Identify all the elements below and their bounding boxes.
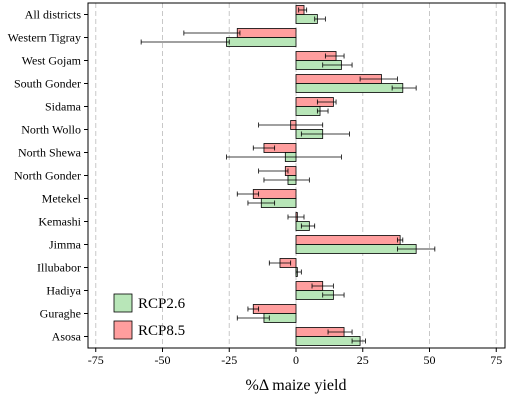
bar-rcp85 [252, 189, 297, 199]
x-tick-label: 25 [357, 353, 369, 367]
legend-swatch-rcp85 [113, 320, 133, 340]
x-tick-label: 50 [424, 353, 436, 367]
x-axis-title: %Δ maize yield [246, 377, 347, 394]
category-label: Jimma [49, 238, 82, 252]
category-label: Kemashi [38, 215, 81, 229]
category-label: Hadiya [46, 284, 81, 298]
bar-rcp85 [236, 28, 297, 38]
x-tick-label: 0 [293, 353, 299, 367]
legend-swatch-rcp26 [113, 293, 133, 313]
category-labels: All districts Western Tigray West Gojam Sou… [8, 8, 88, 344]
x-tick-label: -75 [88, 353, 104, 367]
bars [226, 5, 417, 346]
legend: RCP2.6 RCP8.5 [113, 293, 186, 340]
category-label: South Gonder [14, 77, 81, 91]
category-label: Asosa [52, 330, 82, 344]
x-tick-label: -50 [155, 353, 171, 367]
category-label: Guraghe [40, 307, 81, 321]
category-label: All districts [25, 8, 82, 22]
bar-rcp85 [252, 304, 297, 314]
x-tick-labels: -75 -50 -25 0 25 50 75 [88, 348, 502, 367]
category-label: West Gojam [22, 54, 82, 68]
legend-label: RCP8.5 [138, 323, 185, 339]
category-label: Metekel [42, 192, 82, 206]
bar-rcp26 [295, 336, 361, 346]
bar-rcp26 [295, 14, 318, 24]
category-label: Western Tigray [8, 31, 81, 45]
category-label: Illubabor [37, 261, 81, 275]
category-label: North Gonder [14, 169, 81, 183]
bar-rcp85 [295, 235, 401, 245]
category-label: North Wollo [21, 123, 81, 137]
bar-rcp26 [226, 37, 297, 47]
category-label: North Shewa [18, 146, 82, 160]
bar-rcp26 [295, 106, 321, 116]
x-tick-label: -25 [221, 353, 237, 367]
bar-rcp26 [295, 83, 404, 93]
error-bars [140, 7, 436, 344]
category-label: Sidama [45, 100, 82, 114]
x-tick-label: 75 [490, 353, 502, 367]
legend-label: RCP2.6 [138, 296, 186, 312]
